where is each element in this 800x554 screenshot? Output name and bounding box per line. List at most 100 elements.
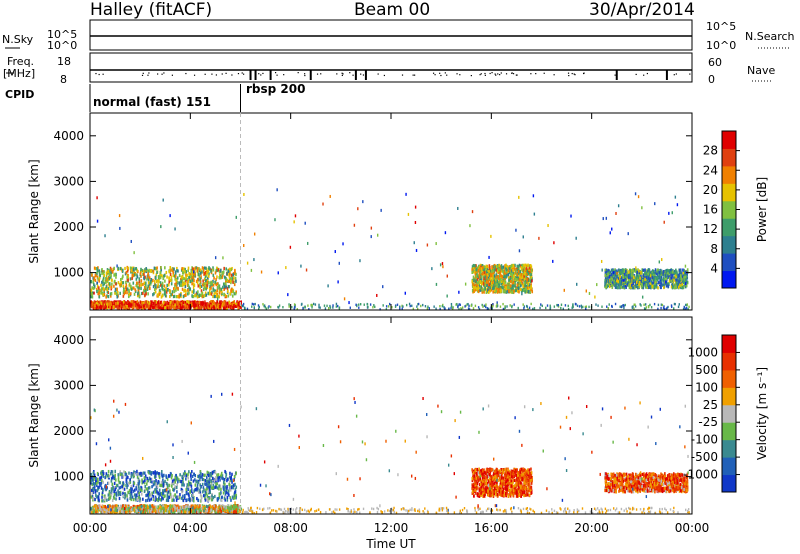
data-cell: [170, 302, 173, 306]
data-cell: [604, 283, 606, 287]
data-cell: [644, 271, 646, 275]
data-cell: [210, 474, 212, 478]
data-cell: [215, 485, 218, 489]
data-cell: [159, 271, 162, 275]
data-cell: [228, 275, 231, 279]
data-cell: [141, 269, 144, 273]
data-cell: [179, 493, 181, 497]
data-cell: [153, 302, 156, 307]
data-cell: [169, 272, 172, 277]
data-cell: [177, 478, 180, 482]
data-cell: [154, 495, 157, 499]
data-cell: [458, 308, 460, 311]
data-cell: [654, 283, 656, 287]
data-cell: [105, 277, 108, 281]
data-cell: [505, 263, 507, 267]
data-cell: [201, 291, 203, 295]
data-cell: [138, 294, 141, 298]
nave-dot: [643, 74, 645, 76]
data-cell: [348, 301, 350, 305]
data-cell: [116, 292, 118, 297]
data-cell: [132, 268, 135, 272]
data-cell: [185, 280, 187, 284]
data-cell: [160, 283, 162, 287]
data-cell: [211, 476, 214, 481]
data-cell: [136, 294, 139, 298]
data-cell: [412, 307, 415, 311]
data-cell: [94, 484, 96, 488]
data-cell: [496, 280, 499, 284]
data-cell: [193, 269, 196, 274]
data-cell: [478, 307, 481, 311]
data-cell: [527, 286, 530, 290]
data-cell: [267, 306, 269, 309]
data-cell: [282, 305, 284, 309]
nave-dot: [401, 74, 404, 76]
data-cell: [185, 473, 188, 478]
colorbar-swatch: [722, 148, 736, 167]
data-cell: [145, 267, 148, 271]
data-cell: [95, 481, 97, 485]
data-cell: [493, 289, 496, 293]
data-cell: [131, 273, 134, 278]
data-cell: [190, 484, 193, 488]
y-tick-label: 1000: [53, 266, 84, 280]
data-cell: [208, 485, 211, 490]
data-cell: [258, 305, 261, 309]
data-cell: [148, 305, 150, 309]
data-cell: [529, 290, 531, 294]
data-cell: [113, 273, 115, 277]
data-cell: [169, 306, 172, 310]
data-cell: [233, 474, 236, 479]
data-cell: [164, 305, 166, 310]
data-cell: [638, 269, 640, 273]
data-cell: [653, 270, 655, 274]
data-cell: [106, 306, 108, 310]
data-cell: [493, 280, 496, 284]
data-cell: [628, 285, 631, 290]
data-cell: [240, 301, 242, 305]
data-cell: [165, 474, 167, 478]
data-cell: [626, 274, 629, 278]
data-cell: [488, 255, 490, 259]
data-cell: [222, 285, 224, 289]
data-cell: [216, 473, 218, 477]
data-cell: [402, 305, 404, 308]
data-cell: [130, 269, 133, 273]
data-cell: [213, 479, 216, 483]
data-cell: [314, 303, 317, 306]
data-cell: [103, 270, 105, 274]
data-cell: [229, 267, 231, 271]
data-cell: [201, 305, 204, 309]
data-cell: [673, 302, 676, 306]
data-cell: [488, 270, 490, 274]
data-cell: [108, 474, 111, 478]
data-cell: [503, 272, 506, 276]
data-cell: [185, 488, 188, 492]
data-cell: [524, 263, 527, 267]
data-cell: [208, 497, 210, 501]
data-cell: [116, 287, 118, 291]
data-cell: [654, 277, 657, 281]
data-cell: [238, 302, 241, 306]
data-cell: [162, 478, 164, 483]
data-cell: [502, 271, 505, 275]
data-cell: [106, 498, 108, 502]
data-cell: [209, 472, 211, 477]
data-cell: [159, 288, 161, 292]
data-cell: [97, 266, 99, 270]
data-cell: [472, 285, 475, 289]
data-cell: [416, 307, 419, 311]
data-cell: [515, 272, 518, 276]
data-cell: [486, 270, 489, 274]
data-cell: [306, 241, 309, 245]
data-cell: [119, 291, 121, 295]
data-cell: [511, 273, 514, 277]
data-cell: [505, 267, 507, 272]
data-cell: [612, 271, 615, 275]
data-cell: [117, 301, 119, 305]
data-cell: [214, 271, 217, 275]
data-cell: [427, 305, 429, 308]
data-cell: [588, 291, 591, 295]
data-cell: [98, 276, 101, 280]
